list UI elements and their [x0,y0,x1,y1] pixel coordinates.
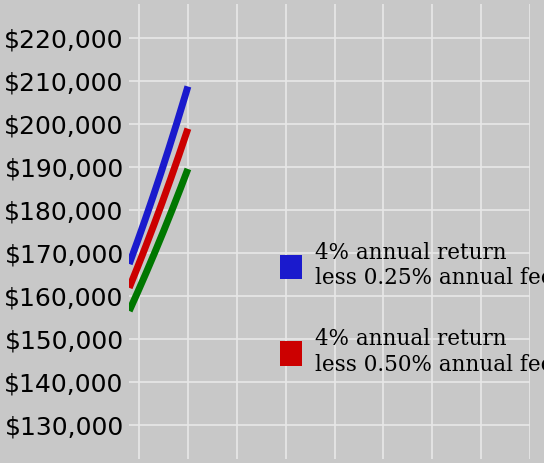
Legend: 4% annual return
less 0.25% annual fee, 4% annual return
less 0.50% annual fee: 4% annual return less 0.25% annual fee, … [280,242,544,375]
